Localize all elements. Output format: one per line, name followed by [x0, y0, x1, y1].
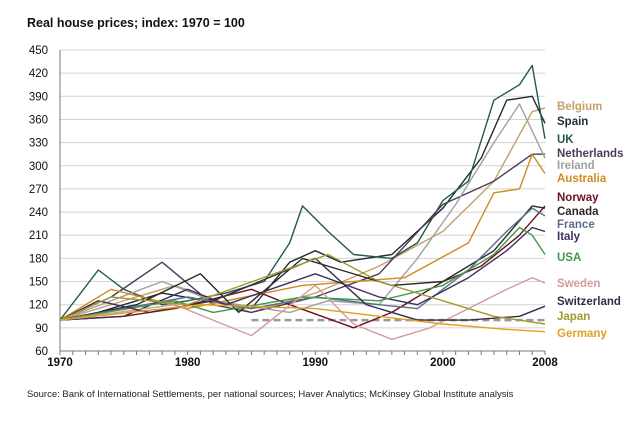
- y-tick-label: 360: [29, 114, 48, 126]
- series-line-canada: [59, 205, 546, 321]
- legend-label-france: France: [557, 219, 595, 231]
- y-tick-label: 300: [29, 161, 48, 173]
- legend-label-belgium: Belgium: [557, 101, 602, 113]
- legend-label-canada: Canada: [557, 206, 599, 218]
- x-tick-label: 1990: [302, 357, 328, 369]
- legend-label-norway: Norway: [557, 192, 599, 204]
- source-note: Source: Bank of International Settlement…: [27, 389, 514, 400]
- chart-title: Real house prices; index: 1970 = 100: [27, 16, 245, 30]
- y-tick-label: 120: [29, 300, 48, 312]
- series-line-usa: [59, 226, 546, 321]
- series-line-germany: [59, 304, 546, 333]
- y-tick-label: 90: [35, 323, 48, 335]
- legend-label-netherlands: Netherlands: [557, 148, 623, 160]
- series-line-uk: [59, 64, 546, 321]
- series-line-switzerland: [59, 257, 546, 321]
- legend-label-usa: USA: [557, 252, 581, 264]
- y-tick-label: 450: [29, 45, 48, 57]
- y-tick-label: 270: [29, 184, 48, 196]
- y-tick-label: 210: [29, 230, 48, 242]
- x-tick-label: 2000: [430, 357, 456, 369]
- legend-label-sweden: Sweden: [557, 278, 600, 290]
- legend-label-italy: Italy: [557, 231, 581, 243]
- series-line-sweden: [59, 277, 546, 341]
- y-tick-label: 240: [29, 207, 48, 219]
- series-line-italy: [59, 226, 546, 321]
- series-line-belgium: [59, 107, 546, 321]
- legend-label-uk: UK: [557, 134, 574, 146]
- series-line-japan: [59, 253, 546, 325]
- x-tick-label: 2008: [532, 357, 558, 369]
- y-tick-label: 60: [35, 346, 48, 358]
- legend-label-spain: Spain: [557, 116, 588, 128]
- legend-label-australia: Australia: [557, 173, 607, 185]
- x-tick-label: 1970: [47, 357, 73, 369]
- y-tick-label: 420: [29, 68, 48, 80]
- y-tick-label: 390: [29, 91, 48, 103]
- legend-label-japan: Japan: [557, 311, 590, 323]
- y-tick-label: 330: [29, 138, 48, 150]
- legend-label-switzerland: Switzerland: [557, 296, 621, 308]
- series-line-spain: [59, 95, 546, 321]
- legend-label-ireland: Ireland: [557, 160, 595, 172]
- y-tick-label: 150: [29, 277, 48, 289]
- x-tick-label: 1980: [175, 357, 201, 369]
- y-tick-label: 180: [29, 253, 48, 265]
- legend-label-germany: Germany: [557, 328, 607, 340]
